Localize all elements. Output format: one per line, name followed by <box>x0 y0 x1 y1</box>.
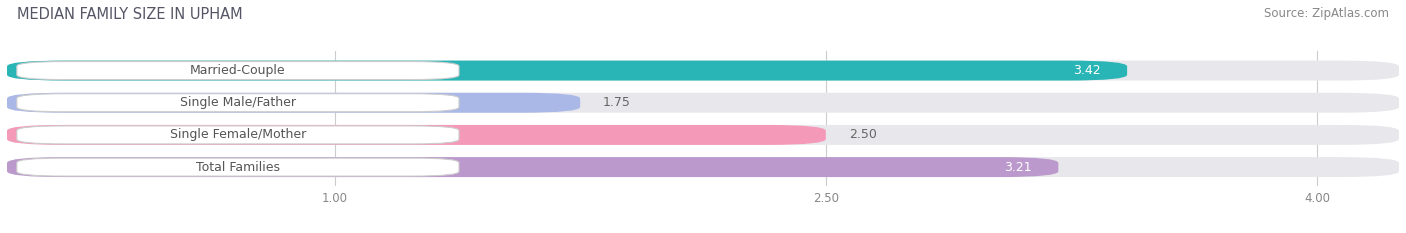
FancyBboxPatch shape <box>7 157 1399 177</box>
Text: 3.42: 3.42 <box>1073 64 1101 77</box>
FancyBboxPatch shape <box>17 158 458 176</box>
FancyBboxPatch shape <box>7 125 1399 145</box>
FancyBboxPatch shape <box>7 61 1128 81</box>
Text: Source: ZipAtlas.com: Source: ZipAtlas.com <box>1264 7 1389 20</box>
Text: 1.75: 1.75 <box>603 96 631 109</box>
Text: MEDIAN FAMILY SIZE IN UPHAM: MEDIAN FAMILY SIZE IN UPHAM <box>17 7 242 22</box>
Text: Total Families: Total Families <box>195 161 280 174</box>
FancyBboxPatch shape <box>17 94 458 112</box>
Text: 3.21: 3.21 <box>1004 161 1032 174</box>
FancyBboxPatch shape <box>7 61 1399 81</box>
FancyBboxPatch shape <box>7 93 1399 113</box>
FancyBboxPatch shape <box>7 93 581 113</box>
FancyBboxPatch shape <box>7 125 825 145</box>
Text: Single Male/Father: Single Male/Father <box>180 96 295 109</box>
FancyBboxPatch shape <box>7 157 1059 177</box>
FancyBboxPatch shape <box>17 126 458 144</box>
Text: 2.50: 2.50 <box>849 128 876 141</box>
Text: Single Female/Mother: Single Female/Mother <box>170 128 307 141</box>
Text: Married-Couple: Married-Couple <box>190 64 285 77</box>
FancyBboxPatch shape <box>17 62 458 80</box>
